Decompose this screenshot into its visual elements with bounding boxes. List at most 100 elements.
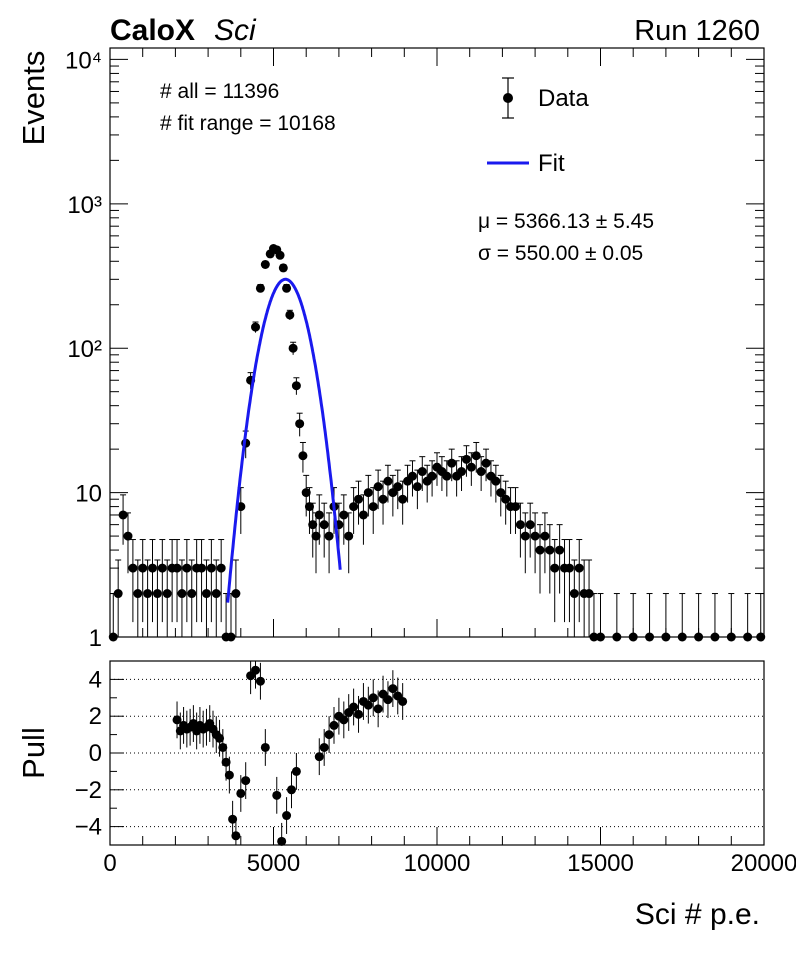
data-point — [138, 563, 148, 573]
pull-point — [241, 776, 251, 786]
main-axes: 1 10 10² 10³ 10⁴ — [65, 47, 765, 652]
data-point — [694, 632, 704, 642]
data-point — [457, 467, 467, 477]
experiment-label: CaloX — [110, 14, 195, 47]
data-point — [398, 494, 408, 504]
data-point — [368, 502, 378, 512]
pull-grid — [110, 678, 764, 828]
data-point — [295, 419, 305, 429]
data-point — [525, 520, 535, 530]
pull-point — [349, 702, 359, 712]
data-point — [291, 381, 301, 391]
pull-point — [236, 788, 246, 798]
data-point — [182, 563, 192, 573]
data-point — [211, 589, 221, 599]
data-point — [564, 563, 574, 573]
pull-data-markers — [172, 661, 408, 846]
pull-point — [291, 766, 301, 776]
data-point — [108, 632, 118, 642]
pull-point — [221, 757, 231, 767]
fit-mu: μ = 5366.13 ± 5.45 — [478, 210, 654, 233]
data-point — [540, 531, 550, 541]
x-tick-label: 10000 — [404, 850, 471, 877]
data-point — [314, 510, 324, 520]
data-point — [282, 283, 292, 293]
data-point — [596, 632, 605, 642]
pull-point — [286, 785, 296, 795]
data-point — [187, 589, 197, 599]
y-tick-label: 10² — [67, 336, 102, 363]
data-point — [628, 632, 638, 642]
fit-sigma: σ = 550.00 ± 0.05 — [478, 242, 643, 265]
pull-plot-frame — [109, 660, 765, 846]
pull-point — [314, 752, 324, 762]
data-point — [442, 471, 452, 481]
y-tick-label: 10⁴ — [65, 47, 102, 74]
y-tick-label: 1 — [89, 625, 102, 652]
data-point — [496, 488, 506, 498]
data-point — [545, 545, 555, 555]
data-point — [251, 322, 261, 332]
data-point — [645, 632, 655, 642]
pull-y-tick-label: 0 — [89, 740, 102, 767]
pull-point — [224, 770, 234, 780]
x-axis-title: Sci # p.e. — [635, 898, 760, 931]
data-point — [535, 545, 545, 555]
data-point — [157, 563, 167, 573]
pull-y-tick-label: −4 — [75, 814, 102, 841]
data-point — [354, 494, 364, 504]
data-point — [255, 283, 265, 293]
pull-point — [218, 742, 228, 752]
data-point — [378, 494, 388, 504]
data-point — [324, 531, 334, 541]
data-point — [133, 589, 143, 599]
y-tick-label: 10 — [75, 481, 102, 508]
data-point — [530, 531, 540, 541]
data-point — [447, 458, 457, 468]
y-axis-title: Events — [16, 51, 51, 146]
data-point — [417, 467, 427, 477]
pull-point — [373, 704, 383, 714]
data-point — [301, 488, 311, 498]
data-point — [393, 482, 403, 492]
x-tick-label: 15000 — [567, 850, 634, 877]
data-point — [677, 632, 687, 642]
data-point — [550, 563, 560, 573]
pull-y-tick-label: 2 — [89, 703, 102, 730]
data-point — [172, 563, 182, 573]
data-point — [298, 451, 308, 461]
data-point — [285, 310, 295, 320]
pull-y-tick-label: 4 — [89, 666, 102, 693]
x-tick-label: 20000 — [731, 850, 796, 877]
legend-data-marker — [503, 93, 513, 103]
data-point — [148, 563, 158, 573]
data-point — [143, 589, 153, 599]
legend: Data Fit — [487, 77, 589, 177]
data-point — [358, 510, 368, 520]
main-data-markers — [108, 244, 766, 642]
data-point — [311, 531, 321, 541]
pull-point — [319, 742, 329, 752]
data-point — [471, 451, 481, 461]
data-point — [344, 531, 354, 541]
data-point — [201, 589, 211, 599]
data-point — [388, 488, 398, 498]
data-point — [501, 494, 511, 504]
data-point — [461, 454, 471, 464]
data-point — [275, 250, 285, 260]
data-point — [383, 476, 393, 486]
pull-point — [277, 836, 287, 846]
data-point — [260, 260, 270, 270]
data-point — [584, 589, 594, 599]
pull-point — [329, 720, 339, 730]
data-point — [710, 632, 720, 642]
pull-point — [251, 665, 261, 675]
main-plot-frame — [109, 47, 765, 638]
data-point — [481, 458, 491, 468]
data-point — [226, 632, 236, 642]
data-point — [427, 471, 437, 481]
data-point — [612, 632, 622, 642]
pull-y-tick-label: −2 — [75, 777, 102, 804]
pull-point — [383, 695, 393, 705]
